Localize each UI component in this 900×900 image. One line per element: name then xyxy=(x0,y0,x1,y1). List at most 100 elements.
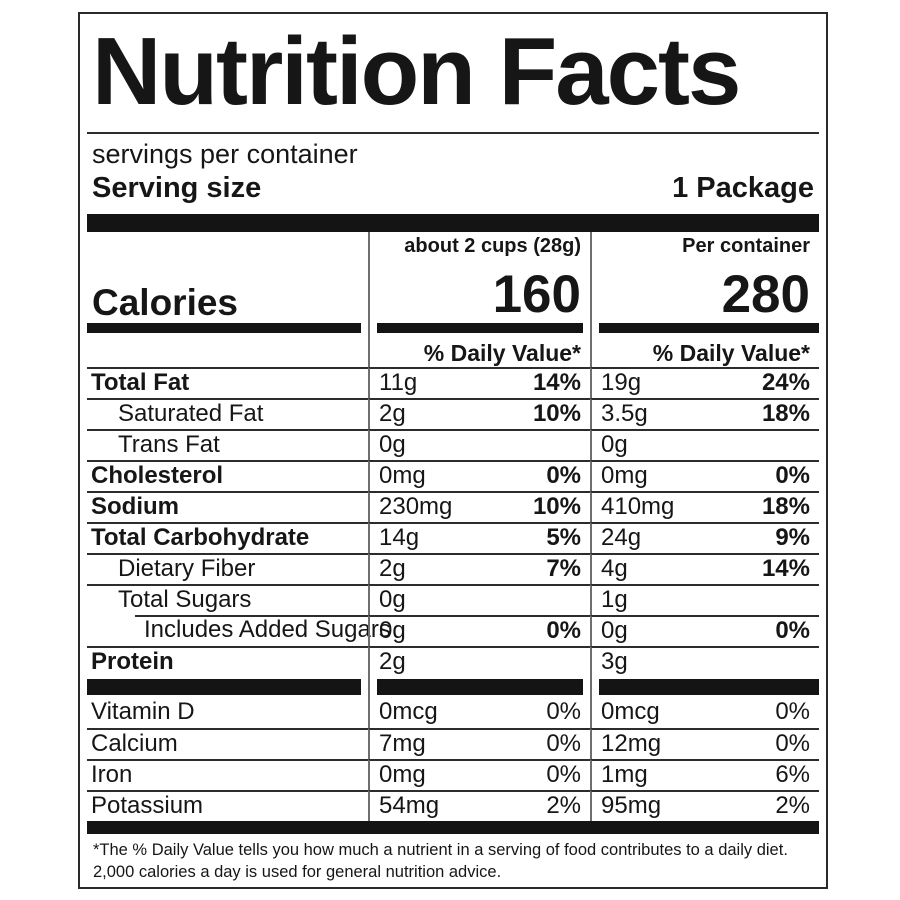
daily-value: 0% xyxy=(546,617,581,645)
nutrient-label: Total Sugars xyxy=(87,583,368,615)
per-container-column-header: Per container xyxy=(590,231,819,259)
calories-underline-left xyxy=(87,321,368,336)
daily-value-header-serving: % Daily Value* xyxy=(368,335,590,367)
daily-value: 0% xyxy=(775,730,810,758)
amount: 12mg xyxy=(601,730,662,758)
nutrient-label: Dietary Fiber xyxy=(87,552,368,584)
nutrient-container-cell: 24g 9% xyxy=(590,521,819,553)
nutrient-serving-cell: 2g xyxy=(368,645,590,677)
daily-value: 2% xyxy=(546,792,581,820)
nutrient-label: Protein xyxy=(87,645,368,677)
daily-value: 0% xyxy=(775,617,810,645)
amount: 230mg xyxy=(379,493,453,521)
column-header-spacer xyxy=(87,232,368,259)
nutrient-label: Vitamin D xyxy=(91,698,195,726)
amount: 0g xyxy=(379,617,406,645)
footnote-line-1: *The % Daily Value tells you how much a … xyxy=(93,840,788,859)
calories-underline-mid xyxy=(368,320,590,336)
amount: 0mg xyxy=(379,462,426,490)
amount: 0mcg xyxy=(379,698,438,726)
amount: 2g xyxy=(379,555,406,583)
nutrient-container-cell: 1g xyxy=(590,583,819,615)
nutrient-container-cell: 0mg 0% xyxy=(590,459,819,491)
daily-value: 18% xyxy=(761,493,810,521)
nutrition-table: about 2 cups (28g) Per container Calorie… xyxy=(87,231,819,821)
amount: 7mg xyxy=(379,730,426,758)
amount: 1g xyxy=(601,586,628,614)
calories-label: Calories xyxy=(92,281,239,323)
calories-per-container-value: 280 xyxy=(590,258,819,321)
amount: 0mg xyxy=(379,761,426,789)
daily-value-header-spacer xyxy=(87,336,368,367)
nutrient-label: Total Fat xyxy=(87,366,368,398)
daily-value: 2% xyxy=(775,792,810,820)
amount: 0mcg xyxy=(601,698,660,726)
nutrient-container-cell: 3.5g 18% xyxy=(590,397,819,429)
nutrient-serving-cell: 0g xyxy=(368,583,590,615)
amount: 95mg xyxy=(601,792,662,820)
section-divider-bar-mid xyxy=(368,676,590,697)
nutrient-label: Potassium xyxy=(87,789,368,821)
thick-divider-bar-top xyxy=(87,213,819,232)
daily-value: 0% xyxy=(546,761,581,789)
per-serving-column-header: about 2 cups (28g) xyxy=(368,231,590,259)
amount: 19g xyxy=(601,369,642,397)
amount: 24g xyxy=(601,524,642,552)
daily-value: 5% xyxy=(546,524,581,552)
amount: 410mg xyxy=(601,493,675,521)
daily-value: 7% xyxy=(546,555,581,583)
daily-value: 0% xyxy=(546,462,581,490)
amount: 0g xyxy=(379,586,406,614)
nutrient-container-cell: 19g 24% xyxy=(590,366,819,398)
section-divider-bar-left xyxy=(87,677,368,697)
footnote-line-2: 2,000 calories a day is used for general… xyxy=(93,862,502,881)
nutrient-container-cell: 95mg 2% xyxy=(590,789,819,821)
nutrient-serving-cell: 0g 0% xyxy=(368,614,590,646)
nutrient-serving-cell: 7mg 0% xyxy=(368,727,590,759)
amount: 0g xyxy=(379,431,406,459)
serving-size-row: Serving size 1 Package xyxy=(87,172,819,208)
nutrient-serving-cell: 2g 7% xyxy=(368,552,590,584)
nutrient-container-cell: 410mg 18% xyxy=(590,490,819,522)
calories-per-serving-value: 160 xyxy=(368,258,590,321)
amount: 2g xyxy=(379,648,406,676)
daily-value: 24% xyxy=(761,369,810,397)
nutrient-serving-cell: 14g 5% xyxy=(368,521,590,553)
daily-value: 9% xyxy=(775,524,810,552)
nutrient-label: Trans Fat xyxy=(87,428,368,460)
nutrient-label: Calcium xyxy=(87,727,368,759)
amount: 54mg xyxy=(379,792,440,820)
nutrient-serving-cell: 54mg 2% xyxy=(368,789,590,821)
nutrient-serving-cell: 230mg 10% xyxy=(368,490,590,522)
nutrient-label: Total Carbohydrate xyxy=(87,521,368,553)
serving-size-label: Serving size xyxy=(92,171,262,204)
nutrient-container-cell: 3g xyxy=(590,645,819,677)
amount: 3g xyxy=(601,648,628,676)
nutrient-container-cell: 4g 14% xyxy=(590,552,819,584)
nutrient-label: Saturated Fat xyxy=(87,397,368,429)
amount: 4g xyxy=(601,555,628,583)
amount: 14g xyxy=(379,524,420,552)
amount: 0g xyxy=(601,617,628,645)
title-divider xyxy=(87,132,819,134)
daily-value-header-container: % Daily Value* xyxy=(590,335,819,367)
amount: 11g xyxy=(379,369,418,397)
nutrient-label: Includes Added Sugars xyxy=(87,614,391,646)
daily-value: 0% xyxy=(775,698,810,726)
amount: 3.5g xyxy=(601,400,648,428)
nutrient-label: Sodium xyxy=(87,490,368,522)
amount: 0g xyxy=(601,431,628,459)
thick-divider-bar-bottom xyxy=(87,820,819,834)
daily-value: 14% xyxy=(761,555,810,583)
daily-value: 14% xyxy=(532,369,581,397)
daily-value: 6% xyxy=(775,761,810,789)
serving-size-value: 1 Package xyxy=(672,171,814,204)
nutrient-label: Iron xyxy=(87,758,368,790)
nutrient-serving-cell: 0mg 0% xyxy=(368,758,590,790)
nutrient-serving-cell: 0mg 0% xyxy=(368,459,590,491)
amount: 1mg xyxy=(601,761,648,789)
servings-per-container: servings per container xyxy=(92,139,358,169)
nutrient-container-cell: 1mg 6% xyxy=(590,758,819,790)
calories-underline-right xyxy=(590,320,819,336)
amount: 2g xyxy=(379,400,406,428)
